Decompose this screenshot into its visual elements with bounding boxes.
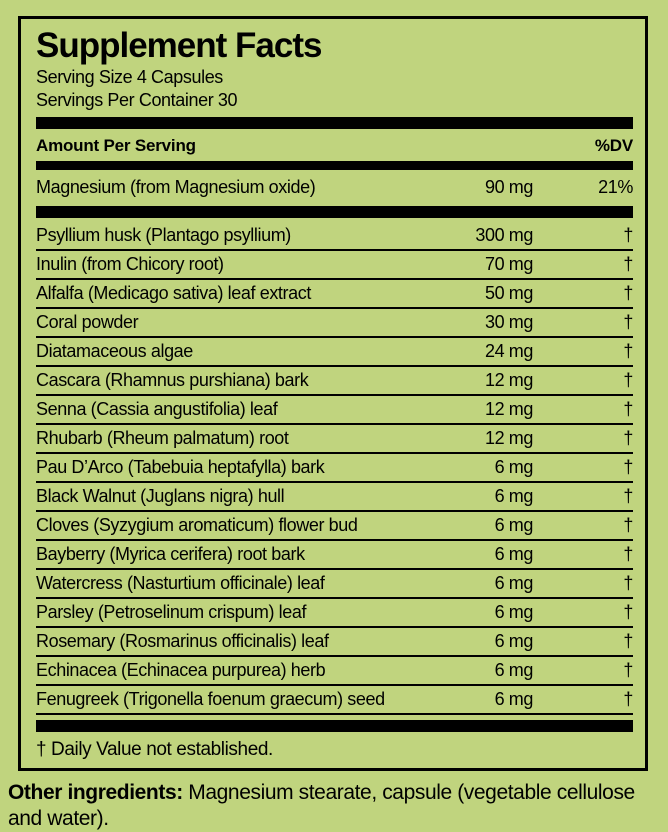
ingredient-amount: 30 mg xyxy=(484,312,533,333)
ingredient-name: Cloves (Syzygium aromaticum) flower bud xyxy=(36,515,358,536)
divider-bar-top xyxy=(36,117,633,130)
ingredient-dv: † xyxy=(623,254,633,275)
divider-bar-header xyxy=(36,161,633,171)
other-ingredients: Other ingredients: Magnesium stearate, c… xyxy=(8,780,638,832)
supplement-facts-panel: Supplement Facts Serving Size 4 Capsules… xyxy=(18,16,648,772)
ingredient-name: Alfalfa (Medicago sativa) leaf extract xyxy=(36,283,311,304)
ingredient-dv: 21% xyxy=(598,177,633,198)
ingredient-name: Bayberry (Myrica cerifera) root bark xyxy=(36,544,305,565)
table-row: Rosemary (Rosmarinus officinalis) leaf 6 … xyxy=(36,628,633,658)
divider-bar-magnesium xyxy=(36,206,633,219)
panel-title: Supplement Facts xyxy=(36,26,322,65)
ingredient-amount: 6 mg xyxy=(494,602,534,623)
ingredient-amount: 90 mg xyxy=(484,177,533,198)
ingredient-amount: 6 mg xyxy=(494,486,534,507)
ingredient-name: Parsley (Petroselinum crispum) leaf xyxy=(36,602,307,623)
ingredient-amount: 6 mg xyxy=(494,515,534,536)
table-row: Echinacea (Echinacea purpurea) herb 6 mg † xyxy=(36,657,633,687)
ingredient-name: Cascara (Rhamnus purshiana) bark xyxy=(36,370,309,391)
ingredient-dv: † xyxy=(623,399,633,420)
ingredient-dv: † xyxy=(623,370,633,391)
label-page: { "colors": { "background": "#c0d47e", "… xyxy=(0,16,668,830)
ingredient-amount: 6 mg xyxy=(494,631,534,652)
ingredient-dv: † xyxy=(623,631,633,652)
ingredient-name: Watercress (Nasturtium officinale) leaf xyxy=(36,573,325,594)
table-row: Alfalfa (Medicago sativa) leaf extract 50… xyxy=(36,280,633,310)
ingredient-dv: † xyxy=(623,486,633,507)
ingredient-dv: † xyxy=(623,457,633,478)
ingredient-dv: † xyxy=(623,602,633,623)
ingredient-amount: 12 mg xyxy=(484,399,533,420)
ingredient-name: Magnesium (from Magnesium oxide) xyxy=(36,177,316,198)
table-row: Watercress (Nasturtium officinale) leaf 6… xyxy=(36,570,633,600)
table-row: Cloves (Syzygium aromaticum) flower bud 6… xyxy=(36,512,633,542)
table-row: Fenugreek (Trigonella foenum graecum) se… xyxy=(36,686,633,716)
ingredient-name: Fenugreek (Trigonella foenum graecum) se… xyxy=(36,689,385,710)
ingredient-name: Senna (Cassia angustifolia) leaf xyxy=(36,399,278,420)
ingredient-amount: 70 mg xyxy=(484,254,533,275)
ingredient-dv: † xyxy=(623,689,633,710)
table-row: Senna (Cassia angustifolia) leaf 12 mg † xyxy=(36,396,633,426)
serving-size: Serving Size 4 Capsules xyxy=(36,67,223,88)
ingredient-name: Black Walnut (Juglans nigra) hull xyxy=(36,486,285,507)
ingredient-dv: † xyxy=(623,428,633,449)
table-row: Pau D’Arco (Tabebuia heptafylla) bark 6 m… xyxy=(36,454,633,484)
table-header-row: Amount Per Serving %DV xyxy=(36,133,633,158)
table-row: Coral powder 30 mg † xyxy=(36,309,633,339)
ingredient-amount: 50 mg xyxy=(484,283,533,304)
ingredient-amount: 6 mg xyxy=(494,660,534,681)
ingredient-amount: 6 mg xyxy=(494,457,534,478)
ingredient-amount: 12 mg xyxy=(484,428,533,449)
table-row: Rhubarb (Rheum palmatum) root 12 mg † xyxy=(36,425,633,455)
ingredient-name: Diatamaceous algae xyxy=(36,341,193,362)
ingredient-rows: Psyllium husk (Plantago psyllium) 300 mg †… xyxy=(36,222,633,716)
ingredient-amount: 6 mg xyxy=(494,544,534,565)
ingredient-name: Coral powder xyxy=(36,312,139,333)
table-row: Black Walnut (Juglans nigra) hull 6 mg † xyxy=(36,483,633,513)
ingredient-dv: † xyxy=(623,660,633,681)
other-ingredients-label: Other ingredients: xyxy=(8,781,183,805)
dv-header: %DV xyxy=(594,136,633,156)
ingredient-dv: † xyxy=(623,225,633,246)
ingredient-dv: † xyxy=(623,515,633,536)
ingredient-dv: † xyxy=(623,341,633,362)
ingredient-name: Inulin (from Chicory root) xyxy=(36,254,224,275)
ingredient-amount: 6 mg xyxy=(494,573,534,594)
ingredient-name: Pau D’Arco (Tabebuia heptafylla) bark xyxy=(36,457,325,478)
ingredient-amount: 300 mg xyxy=(475,225,533,246)
magnesium-row: Magnesium (from Magnesium oxide) 90 mg 2… xyxy=(36,174,633,201)
ingredient-amount: 24 mg xyxy=(484,341,533,362)
daily-value-footnote: † Daily Value not established. xyxy=(36,739,273,761)
ingredient-dv: † xyxy=(623,283,633,304)
ingredient-amount: 6 mg xyxy=(494,689,534,710)
ingredient-name: Rhubarb (Rheum palmatum) root xyxy=(36,428,289,449)
table-row: Parsley (Petroselinum crispum) leaf 6 mg † xyxy=(36,599,633,629)
table-row: Inulin (from Chicory root) 70 mg † xyxy=(36,251,633,281)
servings-per-container: Servings Per Container 30 xyxy=(36,90,238,111)
table-row: Bayberry (Myrica cerifera) root bark 6 mg… xyxy=(36,541,633,571)
table-row: Diatamaceous algae 24 mg † xyxy=(36,338,633,368)
ingredient-name: Echinacea (Echinacea purpurea) herb xyxy=(36,660,326,681)
table-row: Psyllium husk (Plantago psyllium) 300 mg † xyxy=(36,222,633,252)
table-row: Cascara (Rhamnus purshiana) bark 12 mg † xyxy=(36,367,633,397)
divider-bar-bottom xyxy=(36,720,633,733)
ingredient-dv: † xyxy=(623,544,633,565)
ingredient-name: Psyllium husk (Plantago psyllium) xyxy=(36,225,291,246)
amount-per-serving-header: Amount Per Serving xyxy=(36,136,196,156)
ingredient-dv: † xyxy=(623,312,633,333)
ingredient-name: Rosemary (Rosmarinus officinalis) leaf xyxy=(36,631,329,652)
ingredient-dv: † xyxy=(623,573,633,594)
ingredient-amount: 12 mg xyxy=(484,370,533,391)
